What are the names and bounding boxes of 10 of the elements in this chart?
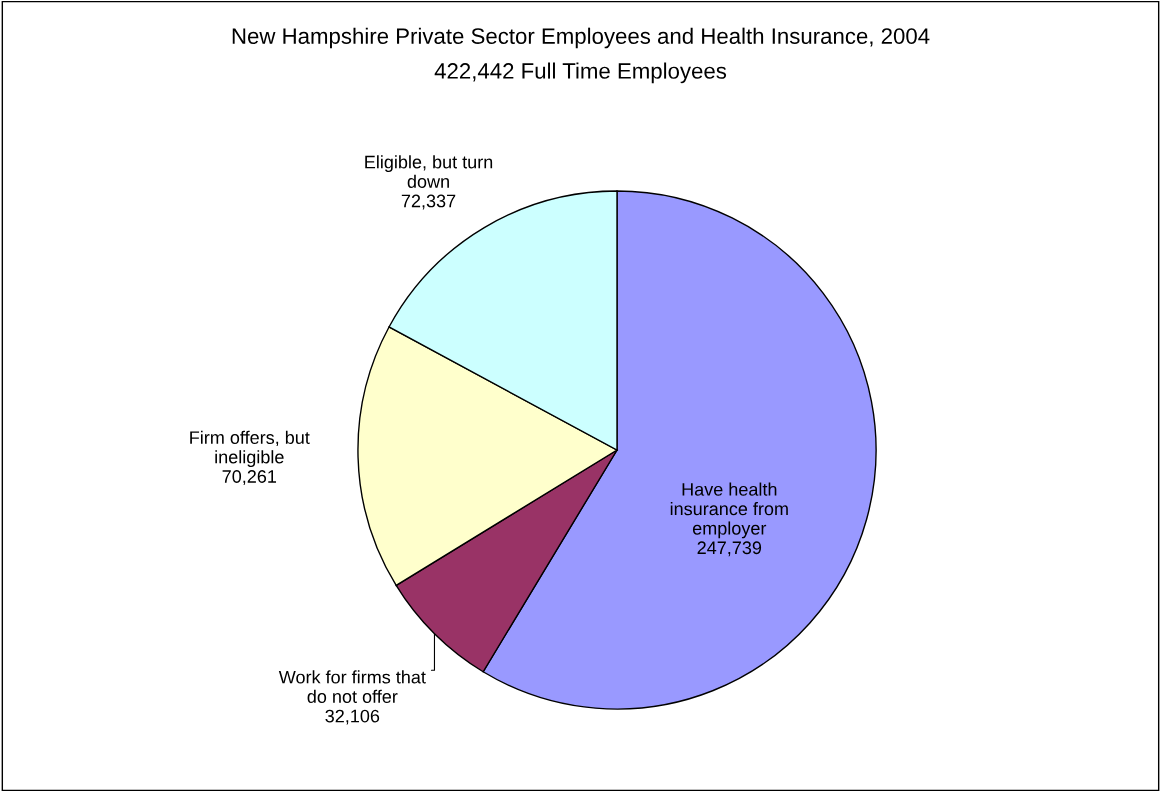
slice-label: Have health insurance from employer [670, 482, 788, 539]
data-label: 70,261 [222, 470, 277, 486]
chart-subtitle: 422,442 Full Time Employees [434, 62, 727, 84]
data-label: 247,739 [697, 541, 762, 557]
slice-label: Work for firms that do not offer [278, 670, 426, 703]
slice-label: Eligible, but turn down [365, 155, 493, 188]
slice-label: Firm offers, but ineligible [190, 430, 310, 467]
data-label: 72,337 [401, 194, 456, 210]
chart-title: New Hampshire Private Sector Employees and Health Insurance, 2004 [232, 27, 930, 49]
data-label: 32,106 [325, 709, 380, 725]
